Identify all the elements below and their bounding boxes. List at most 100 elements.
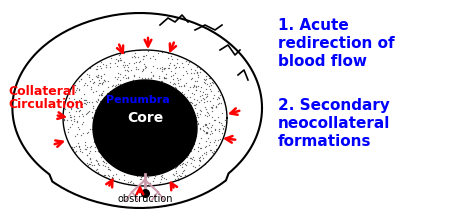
Point <box>124 183 132 186</box>
Point <box>192 86 200 89</box>
Point <box>77 78 85 81</box>
Point <box>122 77 129 80</box>
Point <box>95 161 102 164</box>
Point <box>137 149 145 152</box>
Point <box>120 110 128 113</box>
Point <box>106 121 114 124</box>
Point <box>164 57 172 60</box>
Point <box>144 81 152 84</box>
Point <box>104 104 112 107</box>
Point <box>75 114 83 118</box>
Point <box>94 118 102 122</box>
Point <box>149 180 157 183</box>
Point <box>86 156 94 159</box>
Point <box>157 174 164 177</box>
Point <box>120 112 128 115</box>
Point <box>107 97 115 101</box>
Point <box>208 109 216 113</box>
Point <box>211 138 219 142</box>
Point <box>208 84 215 87</box>
Point <box>143 86 151 90</box>
Point <box>126 61 133 64</box>
Point <box>170 136 177 139</box>
Point <box>101 173 109 176</box>
Point <box>208 115 216 119</box>
Point <box>123 162 131 165</box>
Point <box>150 88 157 91</box>
Point <box>208 80 216 83</box>
Point <box>186 156 193 159</box>
Point <box>92 99 100 102</box>
Point <box>125 70 132 73</box>
Point <box>215 96 222 99</box>
Point <box>96 148 104 151</box>
Point <box>143 115 151 118</box>
Point <box>87 163 94 166</box>
Point <box>129 78 137 81</box>
Point <box>175 55 182 58</box>
Point <box>131 51 139 55</box>
Point <box>87 145 94 149</box>
Point <box>188 119 195 123</box>
Point <box>108 153 115 157</box>
Point <box>187 104 195 107</box>
Point <box>150 103 157 106</box>
Point <box>75 114 83 118</box>
Point <box>116 72 124 76</box>
Point <box>160 76 168 80</box>
Point <box>152 169 159 172</box>
Point <box>75 110 82 113</box>
Point <box>181 163 189 166</box>
Point <box>206 81 214 85</box>
Point <box>179 95 187 98</box>
Point <box>146 168 154 171</box>
Point <box>87 163 94 166</box>
Point <box>163 96 171 100</box>
Point <box>85 109 93 112</box>
Point <box>125 70 132 73</box>
Point <box>107 97 115 101</box>
Point <box>194 70 201 73</box>
Point <box>120 178 128 181</box>
Point <box>150 88 157 91</box>
Point <box>118 100 126 103</box>
Point <box>203 123 210 126</box>
Point <box>67 107 74 110</box>
Point <box>120 132 128 135</box>
Point <box>167 122 175 125</box>
Point <box>116 149 124 153</box>
Point <box>101 127 109 131</box>
Point <box>121 73 129 77</box>
Point <box>143 171 150 174</box>
Point <box>162 125 170 129</box>
Point <box>158 174 166 177</box>
Point <box>124 76 132 79</box>
Point <box>212 105 219 108</box>
Point <box>173 172 180 175</box>
Point <box>158 50 166 54</box>
Point <box>167 105 174 108</box>
Point <box>82 103 90 106</box>
Point <box>111 121 118 124</box>
Point <box>202 145 210 148</box>
Point <box>193 79 201 82</box>
Point <box>161 140 169 144</box>
Point <box>107 144 115 147</box>
Point <box>127 134 134 137</box>
Point <box>199 90 207 94</box>
Point <box>115 75 122 79</box>
Point <box>136 59 144 62</box>
Point <box>91 81 98 84</box>
Point <box>91 119 99 122</box>
Point <box>180 83 187 86</box>
Point <box>169 120 177 123</box>
Point <box>169 129 177 133</box>
Point <box>174 78 182 82</box>
Point <box>155 91 162 95</box>
Point <box>83 111 91 115</box>
Point <box>67 119 74 122</box>
Point <box>127 125 134 128</box>
Point <box>191 148 198 151</box>
Point <box>132 148 139 151</box>
Point <box>207 156 214 159</box>
